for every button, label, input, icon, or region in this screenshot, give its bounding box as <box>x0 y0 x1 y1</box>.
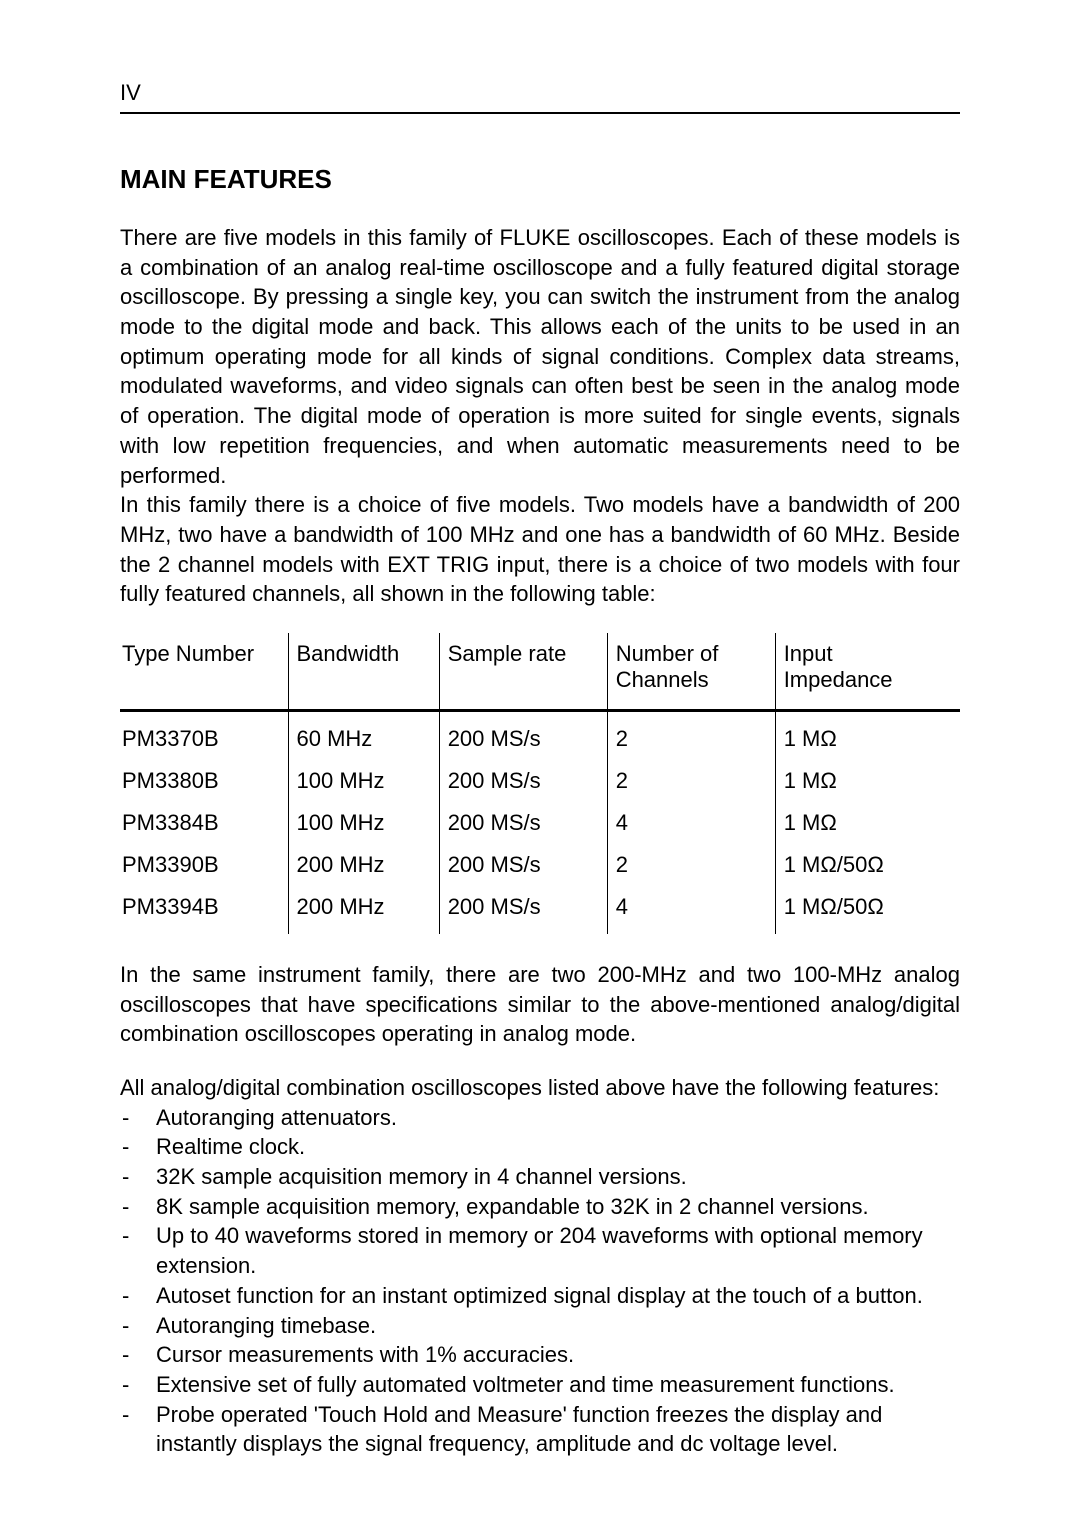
intro-paragraph: There are five models in this family of … <box>120 223 960 609</box>
list-item: -Cursor measurements with 1% accuracies. <box>120 1340 960 1370</box>
list-item-text: Autoset function for an instant optimize… <box>156 1281 960 1311</box>
col-type-number: Type Number <box>120 633 288 711</box>
table-cell: 200 MHz <box>288 886 439 934</box>
table-cell: 4 <box>607 802 775 844</box>
dash-bullet: - <box>120 1400 156 1430</box>
list-item-text: 32K sample acquisition memory in 4 chann… <box>156 1162 960 1192</box>
dash-bullet: - <box>120 1192 156 1222</box>
table-cell: 2 <box>607 710 775 760</box>
table-cell: 100 MHz <box>288 802 439 844</box>
section-title: MAIN FEATURES <box>120 164 960 195</box>
table-row: PM3390B200 MHz200 MS/s21 MΩ/50Ω <box>120 844 960 886</box>
table-cell: 1 MΩ <box>775 802 960 844</box>
list-item: -Realtime clock. <box>120 1132 960 1162</box>
features-list: -Autoranging attenuators.-Realtime clock… <box>120 1103 960 1459</box>
table-cell: 200 MS/s <box>439 844 607 886</box>
list-item: -Autoranging attenuators. <box>120 1103 960 1133</box>
table-cell: 60 MHz <box>288 710 439 760</box>
table-cell: 200 MS/s <box>439 886 607 934</box>
post-table-paragraph: In the same instrument family, there are… <box>120 960 960 1049</box>
table-cell: 2 <box>607 760 775 802</box>
list-item: -Up to 40 waveforms stored in memory or … <box>120 1221 960 1280</box>
table-cell: PM3394B <box>120 886 288 934</box>
list-item-text: Probe operated 'Touch Hold and Measure' … <box>156 1400 960 1459</box>
table-row: PM3380B100 MHz200 MS/s21 MΩ <box>120 760 960 802</box>
dash-bullet: - <box>120 1370 156 1400</box>
table-row: PM3394B200 MHz200 MS/s41 MΩ/50Ω <box>120 886 960 934</box>
table-cell: PM3380B <box>120 760 288 802</box>
table-cell: 1 MΩ <box>775 760 960 802</box>
table-cell: 1 MΩ/50Ω <box>775 844 960 886</box>
list-item: -Probe operated 'Touch Hold and Measure'… <box>120 1400 960 1459</box>
table-cell: 200 MS/s <box>439 802 607 844</box>
page-number: IV <box>120 80 141 105</box>
list-item: -Extensive set of fully automated voltme… <box>120 1370 960 1400</box>
dash-bullet: - <box>120 1340 156 1370</box>
dash-bullet: - <box>120 1103 156 1133</box>
models-table: Type Number Bandwidth Sample rate Number… <box>120 633 960 934</box>
table-cell: PM3370B <box>120 710 288 760</box>
table-cell: 1 MΩ <box>775 710 960 760</box>
dash-bullet: - <box>120 1162 156 1192</box>
list-item: -Autoset function for an instant optimiz… <box>120 1281 960 1311</box>
list-item-text: Extensive set of fully automated voltmet… <box>156 1370 960 1400</box>
list-item-text: 8K sample acquisition memory, expandable… <box>156 1192 960 1222</box>
table-cell: 200 MS/s <box>439 760 607 802</box>
list-item: -8K sample acquisition memory, expandabl… <box>120 1192 960 1222</box>
list-item: -32K sample acquisition memory in 4 chan… <box>120 1162 960 1192</box>
table-row: PM3370B60 MHz200 MS/s21 MΩ <box>120 710 960 760</box>
dash-bullet: - <box>120 1311 156 1341</box>
table-cell: PM3384B <box>120 802 288 844</box>
table-cell: 2 <box>607 844 775 886</box>
dash-bullet: - <box>120 1221 156 1251</box>
page-header: IV <box>120 80 960 114</box>
features-intro: All analog/digital combination oscillosc… <box>120 1073 960 1103</box>
table-cell: 4 <box>607 886 775 934</box>
list-item: -Autoranging timebase. <box>120 1311 960 1341</box>
col-bandwidth: Bandwidth <box>288 633 439 711</box>
list-item-text: Up to 40 waveforms stored in memory or 2… <box>156 1221 960 1280</box>
table-row: PM3384B100 MHz200 MS/s41 MΩ <box>120 802 960 844</box>
col-impedance: Input Impedance <box>775 633 960 711</box>
col-sample-rate: Sample rate <box>439 633 607 711</box>
table-cell: 100 MHz <box>288 760 439 802</box>
list-item-text: Autoranging attenuators. <box>156 1103 960 1133</box>
list-item-text: Autoranging timebase. <box>156 1311 960 1341</box>
dash-bullet: - <box>120 1132 156 1162</box>
dash-bullet: - <box>120 1281 156 1311</box>
list-item-text: Cursor measurements with 1% accuracies. <box>156 1340 960 1370</box>
document-page: IV MAIN FEATURES There are five models i… <box>0 0 1080 1539</box>
table-cell: 1 MΩ/50Ω <box>775 886 960 934</box>
table-cell: PM3390B <box>120 844 288 886</box>
table-cell: 200 MS/s <box>439 710 607 760</box>
col-channels: Number of Channels <box>607 633 775 711</box>
table-cell: 200 MHz <box>288 844 439 886</box>
list-item-text: Realtime clock. <box>156 1132 960 1162</box>
table-header-row: Type Number Bandwidth Sample rate Number… <box>120 633 960 711</box>
